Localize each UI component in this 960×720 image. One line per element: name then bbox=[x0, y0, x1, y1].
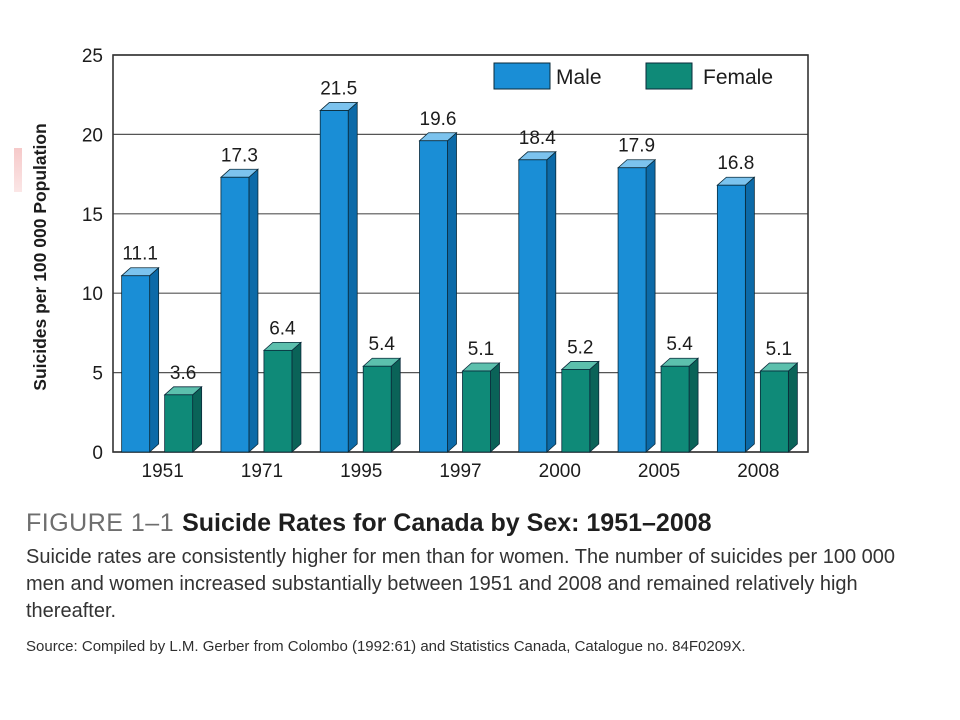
bar-front-face bbox=[121, 275, 151, 453]
y-axis-title: Suicides per 100 000 Population bbox=[30, 123, 50, 390]
legend-swatch bbox=[645, 62, 693, 90]
bar-side-face bbox=[744, 176, 755, 453]
y-tick-label: 0 bbox=[92, 443, 103, 464]
data-label: 17.3 bbox=[221, 145, 258, 166]
figure-title: Suicide Rates for Canada by Sex: 1951–20… bbox=[182, 509, 712, 537]
bar-male-1951 bbox=[120, 266, 160, 453]
x-tick-label: 2000 bbox=[539, 461, 581, 482]
bar-female-1971 bbox=[262, 341, 302, 453]
figure-source: Source: Compiled by L.M. Gerber from Col… bbox=[26, 638, 746, 655]
bar-side-face bbox=[192, 385, 203, 453]
bar-front-face bbox=[263, 349, 293, 453]
bar-male-1997 bbox=[418, 131, 458, 453]
x-tick-label: 1971 bbox=[241, 461, 283, 482]
y-tick-label: 5 bbox=[92, 364, 103, 385]
bar-front-face bbox=[561, 369, 591, 453]
x-tick-label: 1995 bbox=[340, 461, 382, 482]
bar-front-face bbox=[362, 365, 392, 453]
legend-item-male: Male bbox=[493, 62, 602, 90]
bar-male-2005 bbox=[617, 158, 657, 453]
data-label: 5.2 bbox=[567, 337, 593, 358]
bar-front-face bbox=[759, 370, 789, 453]
bar-front-face bbox=[419, 140, 448, 453]
bar-side-face bbox=[688, 357, 699, 453]
bar-female-2008 bbox=[759, 362, 799, 453]
bar-female-1951 bbox=[163, 385, 203, 453]
bar-front-face bbox=[518, 159, 548, 453]
legend: Male Female bbox=[493, 62, 773, 90]
data-label: 21.5 bbox=[320, 79, 357, 100]
data-label: 17.9 bbox=[618, 136, 655, 157]
bar-side-face bbox=[490, 362, 500, 453]
x-tick-label: 2008 bbox=[737, 461, 779, 482]
data-label: 3.6 bbox=[170, 363, 196, 384]
bar-front-face bbox=[220, 176, 250, 453]
plot-area bbox=[113, 55, 808, 452]
figure-heading: FIGURE 1–1 Suicide Rates for Canada by Se… bbox=[26, 506, 926, 540]
plot-frame bbox=[112, 54, 809, 453]
bar-female-1995 bbox=[362, 357, 402, 453]
bar-male-2000 bbox=[517, 150, 557, 453]
grid-layer bbox=[112, 54, 809, 453]
bar-side-face bbox=[291, 341, 302, 453]
bar-side-face bbox=[347, 101, 358, 453]
bar-side-face bbox=[390, 357, 401, 453]
x-tick-label: 1997 bbox=[439, 461, 481, 482]
bar-side-face bbox=[645, 158, 656, 453]
data-label: 18.4 bbox=[519, 128, 556, 149]
legend-swatch bbox=[493, 62, 551, 90]
bar-side-face bbox=[149, 266, 160, 453]
bar-male-1971 bbox=[219, 168, 259, 453]
y-tick-label: 15 bbox=[82, 205, 103, 226]
bar-front-face bbox=[462, 370, 491, 453]
data-label: 5.1 bbox=[468, 339, 494, 360]
data-label: 6.4 bbox=[269, 318, 296, 339]
bar-side-face bbox=[546, 150, 557, 453]
bar-side-face bbox=[447, 131, 457, 453]
figure-caption: FIGURE 1–1 Suicide Rates for Canada by Se… bbox=[26, 506, 926, 657]
figure-description: Suicide rates are consistently higher fo… bbox=[26, 546, 895, 622]
legend-label: Female bbox=[703, 66, 773, 89]
bar-male-1995 bbox=[319, 101, 359, 453]
bar-male-2008 bbox=[716, 176, 756, 453]
data-label: 5.4 bbox=[666, 334, 693, 355]
bar-female-2000 bbox=[560, 360, 600, 453]
y-tick-label: 10 bbox=[82, 284, 103, 305]
bar-side-face bbox=[787, 362, 798, 453]
bar-side-face bbox=[248, 168, 259, 453]
data-label: 16.8 bbox=[717, 153, 754, 174]
data-label: 19.6 bbox=[420, 109, 457, 130]
label-layer: 0 5 10 15 20 25 11.1 3.6 1951 17.3 6.4 1971 21.5 5.4 1… bbox=[82, 46, 792, 482]
x-tick-label: 1951 bbox=[142, 461, 184, 482]
bar-front-face bbox=[164, 394, 194, 453]
y-tick-label: 25 bbox=[82, 46, 103, 67]
bar-front-face bbox=[716, 184, 746, 453]
legend-label: Male bbox=[556, 66, 602, 89]
bar-chart: 0 5 10 15 20 25 11.1 3.6 1951 17.3 6.4 1971 21.5 5.4 1… bbox=[30, 46, 809, 482]
data-label: 11.1 bbox=[122, 244, 158, 265]
bar-layer bbox=[120, 101, 799, 453]
bar-female-1997 bbox=[461, 362, 501, 453]
x-tick-label: 2005 bbox=[638, 461, 680, 482]
bar-female-2005 bbox=[660, 357, 700, 453]
data-label: 5.1 bbox=[766, 339, 792, 360]
bar-front-face bbox=[660, 365, 690, 453]
decorative-accent-bar bbox=[14, 148, 22, 192]
bar-side-face bbox=[589, 360, 600, 453]
figure-label: FIGURE 1–1 bbox=[26, 509, 175, 537]
legend-item-female: Female bbox=[645, 62, 773, 90]
y-tick-label: 20 bbox=[82, 125, 103, 146]
data-label: 5.4 bbox=[369, 334, 396, 355]
bar-front-face bbox=[617, 167, 647, 453]
bar-front-face bbox=[319, 110, 349, 453]
